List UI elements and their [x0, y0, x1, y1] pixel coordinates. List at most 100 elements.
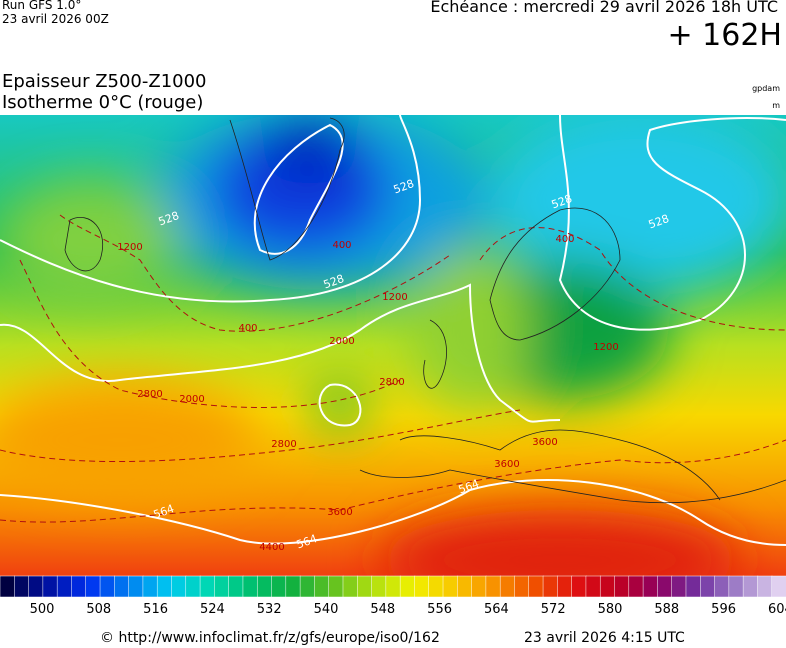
- colorbar-label: 588: [654, 602, 679, 617]
- colorbar-label: 564: [484, 602, 509, 617]
- color-swatch: [199, 575, 216, 598]
- isotherm-label: 4400: [259, 542, 284, 553]
- color-swatch: [28, 575, 44, 598]
- color-swatch: [242, 575, 258, 598]
- color-swatch: [642, 575, 659, 598]
- color-swatch: [657, 575, 673, 598]
- run-date: 23 avril 2026 00Z: [2, 12, 109, 26]
- colorbar: 500 508 516 524 532 540 548 556 564 572 580 588 596 6…: [0, 575, 786, 617]
- colorbar-label: 500: [30, 602, 55, 617]
- color-swatch: [428, 575, 444, 598]
- isotherm-label: 2800: [137, 389, 162, 400]
- color-swatch: [528, 575, 544, 598]
- unit: gpdam: [752, 84, 780, 93]
- color-swatch: [156, 575, 173, 598]
- isotherm-label: 2800: [271, 439, 296, 450]
- color-swatch: [71, 575, 87, 598]
- colorbar-label: 540: [314, 602, 339, 617]
- color-swatch: [542, 575, 559, 598]
- color-swatch: [714, 575, 730, 598]
- colorbar-label: 596: [711, 602, 736, 617]
- isotherm-label: 3600: [494, 459, 519, 470]
- legend-subtitle: Isotherme 0°C (rouge): [2, 92, 204, 113]
- color-swatch: [671, 575, 687, 598]
- isotherm-label: 2800: [379, 377, 404, 388]
- color-swatch: [285, 575, 301, 598]
- color-swatch: [757, 575, 773, 598]
- color-swatch: [499, 575, 516, 598]
- color-swatch: [700, 575, 716, 598]
- footer-url: © http://www.infoclimat.fr/z/gfs/europe/…: [100, 630, 440, 646]
- color-swatch: [557, 575, 573, 598]
- color-swatch: [128, 575, 144, 598]
- color-swatch: [214, 575, 230, 598]
- colorbar-label: 516: [143, 602, 168, 617]
- color-swatch: [314, 575, 330, 598]
- colorbar-label: 508: [86, 602, 111, 617]
- color-swatch: [742, 575, 759, 598]
- color-swatch: [385, 575, 401, 598]
- color-swatch: [628, 575, 644, 598]
- color-swatch: [271, 575, 287, 598]
- isotherm-label: 400: [555, 234, 574, 245]
- colorbar-label: 604: [768, 602, 786, 617]
- isotherm-label: 3600: [327, 507, 352, 518]
- color-swatch: [585, 575, 601, 598]
- echeance: Echéance : mercredi 29 avril 2026 18h UT…: [430, 0, 778, 16]
- colorbar-label: 572: [541, 602, 566, 617]
- color-swatch: [399, 575, 416, 598]
- run-label: Run GFS 1.0°: [2, 0, 82, 12]
- color-swatch: [99, 575, 116, 598]
- colorbar-label: 548: [370, 602, 395, 617]
- color-swatch: [56, 575, 73, 598]
- color-swatch: [371, 575, 387, 598]
- color-swatch: [256, 575, 273, 598]
- color-swatch: [442, 575, 459, 598]
- lead-time: + 162H: [667, 18, 783, 53]
- colorbar-label: 532: [257, 602, 282, 617]
- isotherm-label: 1200: [593, 342, 618, 353]
- color-swatch: [599, 575, 616, 598]
- color-swatch: [114, 575, 130, 598]
- isotherm-label: 400: [332, 240, 351, 251]
- isotherm-label: 2000: [179, 394, 204, 405]
- footer-date: 23 avril 2026 4:15 UTC: [524, 630, 685, 646]
- isotherm-label: 2000: [329, 336, 354, 347]
- color-swatch: [142, 575, 158, 598]
- isotherm-label: 3600: [532, 437, 557, 448]
- red-labels: 400 400 400 1200 1200 1200 2000 2000 2800 2800 280…: [117, 234, 618, 553]
- unit: m: [772, 101, 780, 110]
- color-swatch: [357, 575, 373, 598]
- color-swatch: [414, 575, 430, 598]
- colorbar-label: 524: [200, 602, 225, 617]
- color-swatch: [14, 575, 30, 598]
- color-swatch: [771, 575, 786, 598]
- colorbar-label: 556: [427, 602, 452, 617]
- color-swatch: [42, 575, 58, 598]
- legend-title: Epaisseur Z500-Z1000: [2, 71, 207, 92]
- color-swatch: [171, 575, 187, 598]
- color-swatch: [614, 575, 630, 598]
- color-swatch: [228, 575, 244, 598]
- color-swatch: [328, 575, 344, 598]
- color-swatch: [299, 575, 316, 598]
- color-swatch: [728, 575, 744, 598]
- color-swatch: [685, 575, 702, 598]
- color-swatch: [485, 575, 501, 598]
- isotherm-label: 400: [238, 323, 257, 334]
- colorbar-label: 580: [598, 602, 623, 617]
- color-swatch: [85, 575, 101, 598]
- coastlines: [64, 117, 786, 504]
- color-swatch: [571, 575, 587, 598]
- color-swatch: [471, 575, 487, 598]
- color-swatch: [185, 575, 201, 598]
- color-swatch: [342, 575, 359, 598]
- color-swatch: [514, 575, 530, 598]
- color-swatch: [457, 575, 473, 598]
- isotherm-label: 1200: [117, 242, 142, 253]
- isotherm: [0, 214, 786, 523]
- isotherm-label: 1200: [382, 292, 407, 303]
